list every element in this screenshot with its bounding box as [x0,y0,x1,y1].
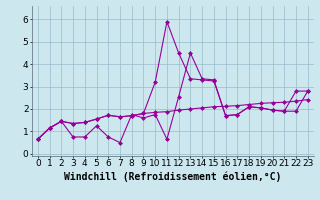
X-axis label: Windchill (Refroidissement éolien,°C): Windchill (Refroidissement éolien,°C) [64,171,282,182]
